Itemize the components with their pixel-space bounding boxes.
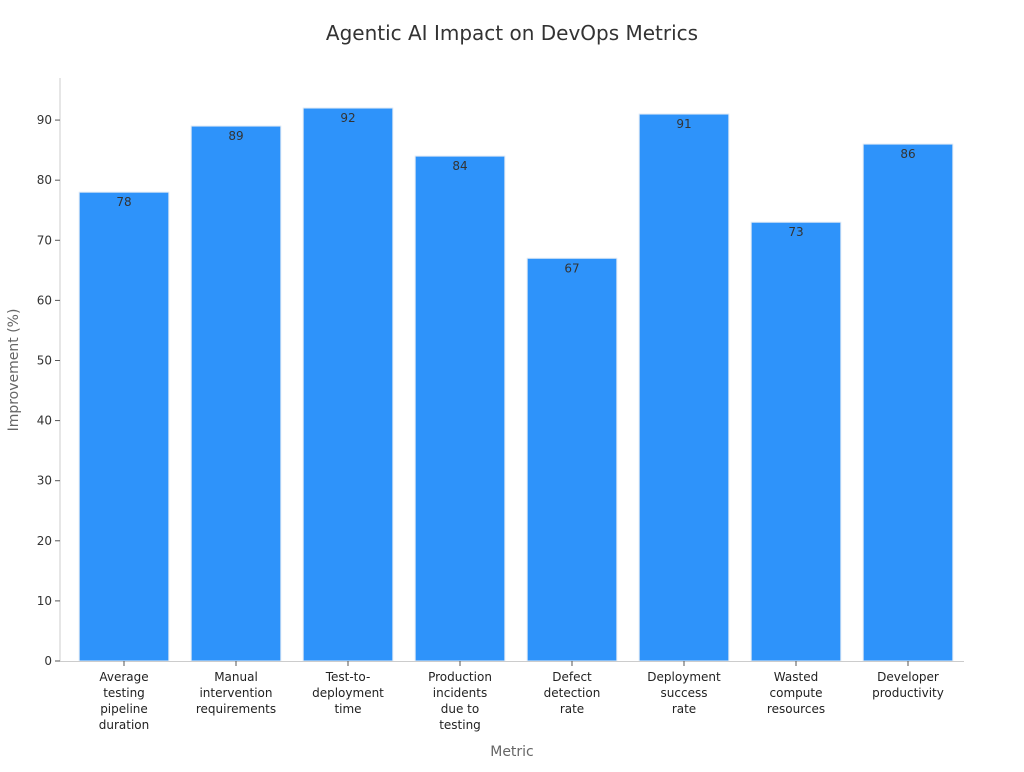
bar-value-label: 86 <box>900 147 915 161</box>
bar-value-label: 89 <box>228 129 243 143</box>
x-tick-label: Developer <box>877 670 939 684</box>
y-tick-label: 50 <box>37 353 52 367</box>
x-tick-label: testing <box>103 686 145 700</box>
x-tick-label: deployment <box>312 686 384 700</box>
x-tick-label: time <box>334 702 361 716</box>
bars: 78 89 92 84 67 91 73 86 <box>78 107 954 662</box>
x-tick-label: intervention <box>199 686 272 700</box>
x-tick-label: Production <box>428 670 492 684</box>
x-tick-label: duration <box>99 718 150 732</box>
chart-title: Agentic AI Impact on DevOps Metrics <box>326 21 698 45</box>
x-tick-label: detection <box>544 686 601 700</box>
x-tick-label: success <box>661 686 708 700</box>
x-tick-label: Average <box>99 670 148 684</box>
x-tick-label: rate <box>672 702 696 716</box>
x-tick-label: Test-to- <box>325 670 371 684</box>
y-tick-label: 10 <box>37 594 52 608</box>
bar-value-label: 73 <box>788 225 803 239</box>
bar-value-label: 84 <box>452 159 467 173</box>
bar <box>526 257 618 662</box>
x-tick-label: requirements <box>196 702 276 716</box>
y-tick-label: 20 <box>37 534 52 548</box>
x-axis: Average testing pipeline duration Manual inte… <box>60 661 964 732</box>
y-tick-label: 40 <box>37 414 52 428</box>
y-tick-label: 60 <box>37 293 52 307</box>
y-tick-label: 90 <box>37 113 52 127</box>
y-tick-label: 80 <box>37 173 52 187</box>
bar <box>302 107 394 662</box>
bar <box>190 125 282 662</box>
x-tick-label: compute <box>770 686 823 700</box>
bar <box>862 143 954 662</box>
x-tick-label: testing <box>439 718 481 732</box>
x-tick-label: Manual <box>214 670 258 684</box>
y-axis: 0 10 20 30 40 50 60 70 80 90 <box>37 78 61 668</box>
x-tick-label: Deployment <box>647 670 721 684</box>
bar <box>414 155 506 662</box>
x-tick-label: due to <box>441 702 479 716</box>
bar <box>638 113 730 662</box>
bar-value-label: 92 <box>340 111 355 125</box>
bar-value-label: 78 <box>116 195 131 209</box>
x-tick-label: resources <box>767 702 825 716</box>
x-tick-label: incidents <box>433 686 487 700</box>
bar-value-label: 67 <box>564 261 579 275</box>
x-tick-label: pipeline <box>100 702 148 716</box>
x-tick-label: rate <box>560 702 584 716</box>
bar-value-label: 91 <box>676 117 691 131</box>
bar <box>750 221 842 662</box>
x-axis-title: Metric <box>490 744 534 760</box>
x-tick-label: Wasted <box>774 670 818 684</box>
y-tick-label: 70 <box>37 233 52 247</box>
x-tick-label: productivity <box>872 686 944 700</box>
bar <box>78 191 170 662</box>
y-tick-label: 30 <box>37 474 52 488</box>
x-tick-label: Defect <box>552 670 592 684</box>
y-axis-title: Improvement (%) <box>6 309 22 432</box>
y-tick-label: 0 <box>44 654 52 668</box>
